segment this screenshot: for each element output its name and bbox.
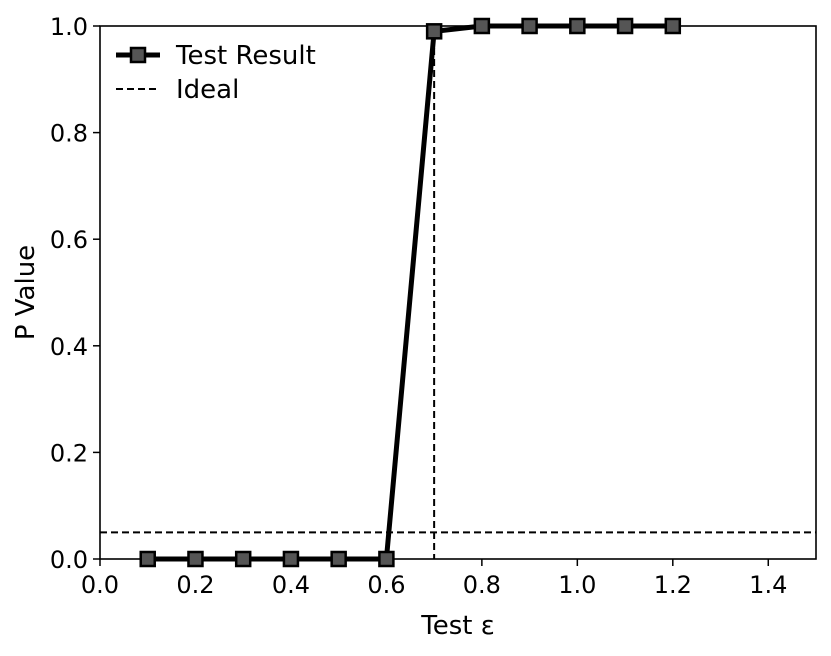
x-tick-label: 0.6 (367, 571, 405, 599)
y-tick-label: 0.2 (50, 439, 88, 467)
y-tick-label: 0.0 (50, 546, 88, 574)
x-tick-label: 1.4 (749, 571, 787, 599)
x-axis-label: Test ε (420, 611, 495, 641)
data-point (425, 23, 443, 40)
data-point (616, 17, 634, 35)
data-point (569, 17, 586, 35)
y-tick-label: 0.4 (50, 333, 88, 361)
data-point (330, 550, 347, 568)
data-point (378, 550, 395, 568)
data-point (664, 17, 682, 35)
data-point (282, 550, 300, 568)
data-point (139, 550, 156, 568)
x-tick-label: 1.0 (558, 571, 596, 599)
data-point (234, 550, 252, 568)
data-point (521, 17, 538, 35)
data-point (187, 550, 204, 568)
legend-test-result-label: Test Result (175, 41, 316, 71)
x-tick-label: 0.0 (81, 571, 119, 599)
y-tick-label: 0.8 (50, 120, 88, 148)
x-tick-label: 0.2 (176, 571, 214, 599)
y-tick-label: 0.6 (50, 226, 88, 254)
x-tick-label: 1.2 (654, 571, 692, 599)
y-axis-label: P Value (11, 245, 41, 340)
legend-ideal-label: Ideal (176, 75, 239, 105)
plot-area (99, 25, 817, 560)
x-tick-label: 0.8 (463, 571, 501, 599)
legend-test-result-marker (129, 46, 147, 64)
data-point (473, 17, 491, 35)
y-tick-label: 1.0 (50, 13, 88, 41)
x-tick-label: 0.4 (272, 571, 310, 599)
